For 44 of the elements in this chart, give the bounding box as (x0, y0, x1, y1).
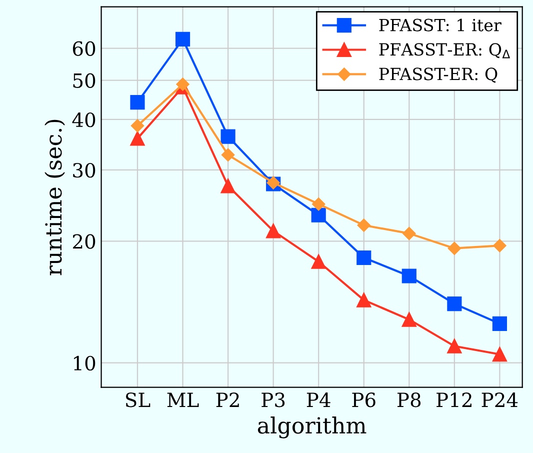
point (176, 78, 190, 91)
x-tick-label: P4 (306, 392, 330, 407)
point (221, 148, 235, 162)
point (312, 198, 326, 211)
y-tick-label: 30 (73, 162, 96, 178)
legend-label: PFASST-ER: Q (379, 68, 498, 83)
point (311, 208, 326, 222)
point (402, 268, 416, 284)
x-tick-label: P12 (436, 392, 472, 407)
y-tick-label: 10 (74, 356, 96, 371)
y-tick-label: 60 (72, 41, 96, 56)
point (357, 218, 370, 232)
x-tick-label: P8 (397, 392, 421, 408)
y-tick-label: 20 (72, 234, 96, 249)
point (447, 296, 462, 312)
y-tick-label: 40 (72, 112, 96, 128)
x-tick-label: P24 (482, 392, 518, 407)
x-tick-label: ML (167, 392, 199, 407)
point (266, 224, 281, 238)
point (493, 239, 506, 252)
point (356, 250, 372, 266)
x-tick-label: P2 (216, 392, 239, 407)
y-tick-label: 50 (73, 73, 96, 88)
legend-label: PFASST-ER: Q$_{Δ}$ (379, 43, 510, 58)
point (448, 242, 462, 255)
x-tick-label: P6 (352, 392, 376, 408)
point (447, 338, 462, 354)
x-axis-title: algorithm (258, 416, 366, 438)
x-tick-label: SL (126, 392, 150, 408)
point (492, 316, 507, 331)
legend-label: PFASST: 1 iter (379, 18, 502, 32)
point (220, 129, 236, 144)
point (220, 178, 236, 194)
y-axis-title: runtime (sec.) (44, 120, 65, 276)
point (130, 131, 145, 146)
point (130, 119, 144, 132)
point (402, 226, 416, 240)
point (402, 312, 416, 327)
point (175, 32, 190, 46)
x-tick-label: P3 (262, 392, 285, 408)
point (311, 254, 326, 269)
point (492, 347, 507, 362)
point (130, 95, 145, 110)
point (356, 292, 372, 308)
